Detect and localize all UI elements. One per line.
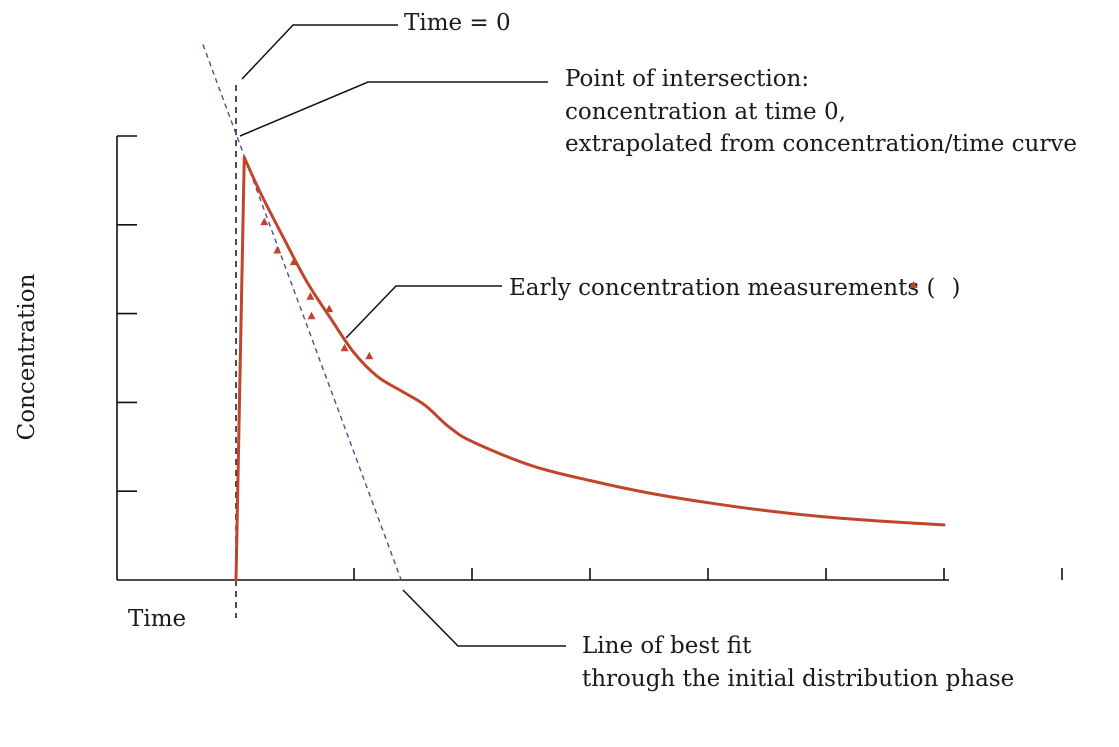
curve-layer [234, 155, 946, 582]
early-measurements-annotation: Early concentration measurements () [509, 275, 960, 301]
time-zero-annotation: Time = 0 [404, 10, 511, 36]
early-measurements-leader [345, 285, 502, 339]
measurement-point [325, 304, 334, 313]
intersection-annotation-line1: Point of intersection: [565, 66, 809, 92]
intersection-leader [239, 81, 548, 137]
intersection-annotation-line3: extrapolated from concentration/time cur… [565, 131, 1077, 157]
best-fit-annotation-line2: through the initial distribution phase [582, 666, 1014, 692]
measurement-point [306, 292, 315, 300]
measurement-point [289, 257, 298, 266]
time-zero-leader [241, 24, 398, 80]
x-axis-label: Time [128, 606, 186, 632]
measurement-markers [260, 217, 374, 360]
axes [116, 85, 1063, 618]
measurement-point [260, 217, 269, 226]
best-fit-annotation-line1: Line of best fit [582, 633, 752, 659]
intersection-annotation-line2: concentration at time 0, [565, 99, 846, 125]
concentration-curve [234, 155, 946, 582]
annotation-leaders [239, 24, 566, 647]
early-measurements-close: ) [951, 275, 960, 301]
legend-triangle-icon [909, 281, 918, 288]
measurement-point [365, 351, 374, 360]
measurement-point [340, 343, 349, 352]
measurement-point [307, 311, 316, 320]
early-measurements-text: Early concentration measurements ( [509, 275, 935, 301]
best-fit-leader [402, 589, 566, 647]
measurement-point [273, 246, 282, 254]
y-axis-label: Concentration [14, 273, 40, 440]
